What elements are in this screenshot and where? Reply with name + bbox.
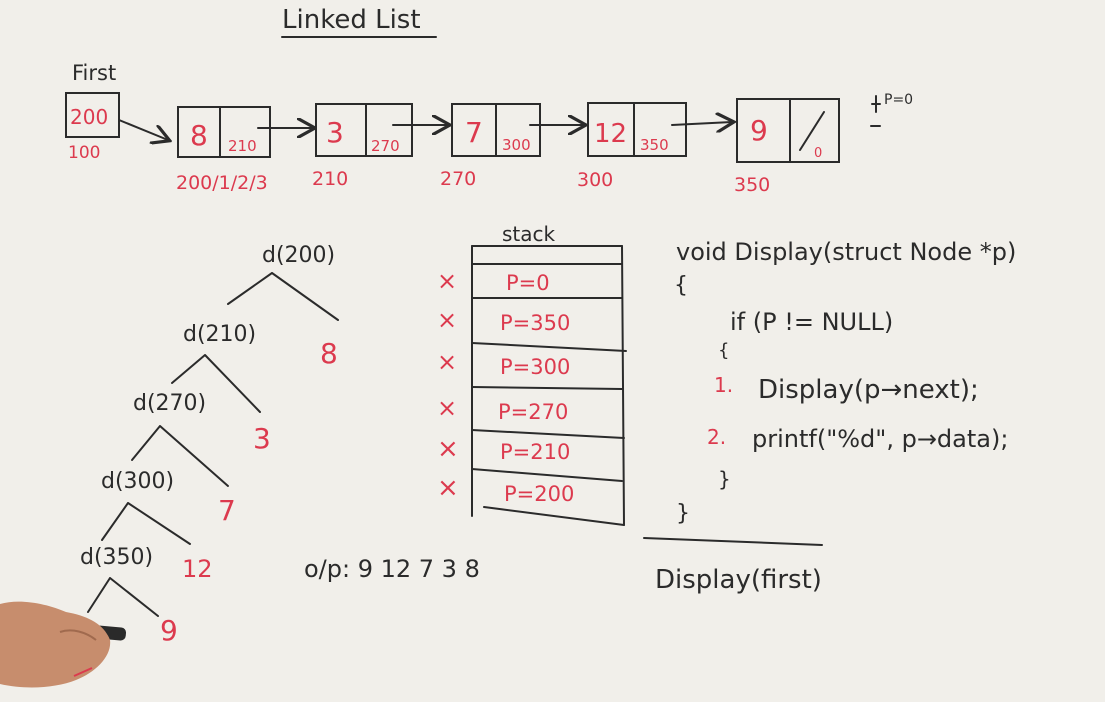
stack-right-wall xyxy=(621,245,625,526)
stack-bottom-line xyxy=(483,506,625,526)
code-step1: Display(p→next); xyxy=(758,375,979,405)
code-close-brace: } xyxy=(676,501,690,526)
first-pointer: First 200 100 xyxy=(65,61,168,163)
tree-branch xyxy=(171,354,261,413)
node-data: 9 xyxy=(750,114,768,147)
tree-branch xyxy=(131,425,229,487)
code-inner-close: } xyxy=(718,467,731,491)
node-box xyxy=(315,103,413,157)
node-next: 350 xyxy=(640,136,669,154)
tree-output: 8 xyxy=(320,337,338,370)
stack-frame: P=300 xyxy=(500,355,570,379)
tree-output: 9 xyxy=(160,614,178,647)
null-slash xyxy=(799,111,825,151)
code-block: void Display(struct Node *p) { if (P != … xyxy=(643,238,1016,595)
stack-frame: P=210 xyxy=(500,440,570,464)
tree-output: 3 xyxy=(253,422,271,455)
first-arrow xyxy=(118,119,168,140)
first-address: 100 xyxy=(68,143,100,163)
code-inner-open: { xyxy=(718,340,729,361)
node-data: 12 xyxy=(594,119,627,149)
first-label: First xyxy=(72,61,116,85)
tree-output: 12 xyxy=(182,555,213,583)
side-note: P=0 xyxy=(870,92,913,127)
node-box xyxy=(177,106,271,158)
stack-row-line xyxy=(471,468,623,482)
marker-stroke xyxy=(73,667,93,677)
title-group: Linked List xyxy=(281,5,437,38)
node-address: 210 xyxy=(312,168,348,190)
node-address: 300 xyxy=(577,169,613,191)
stack-frame: P=0 xyxy=(506,271,550,295)
code-call: Display(first) xyxy=(655,565,822,595)
code-open-brace: { xyxy=(674,273,688,298)
tree-branch xyxy=(101,502,191,545)
first-value: 200 xyxy=(70,105,108,129)
linked-list-nodes: 8 210 200/1/2/3 3 270 210 7 300 270 12 xyxy=(176,98,840,196)
side-note-arrow xyxy=(871,95,881,113)
hand-crease xyxy=(59,629,97,641)
code-signature: void Display(struct Node *p) xyxy=(676,238,1016,266)
node-data: 3 xyxy=(326,116,344,149)
tree-call: d(210) xyxy=(183,322,256,347)
side-note-text: P=0 xyxy=(884,92,913,108)
first-box xyxy=(65,92,120,138)
hand xyxy=(0,601,111,688)
stack-label: stack xyxy=(502,222,556,246)
stack-row-line xyxy=(471,342,627,352)
tree-call: d(200) xyxy=(262,243,335,268)
node-data: 8 xyxy=(190,119,208,152)
stack-frame: P=270 xyxy=(498,400,568,424)
tree-call: d(350) xyxy=(80,545,153,570)
recursion-tree: d(200) 8 d(210) 3 d(270) 7 d(300) 12 d(3… xyxy=(80,243,339,647)
code-step2-num: 2. xyxy=(707,425,726,449)
node-address: 350 xyxy=(734,174,770,196)
pop-mark: × xyxy=(437,473,459,503)
tree-call: d(300) xyxy=(101,469,174,494)
node-data: 7 xyxy=(465,116,483,149)
stack-diagram: stack P=0 P=350 P=300 P=270 P=210 P=200 … xyxy=(437,222,627,526)
tree-branch xyxy=(227,272,339,321)
hand-with-marker xyxy=(0,601,127,688)
stack-row-line xyxy=(471,429,625,439)
node-next: 300 xyxy=(502,136,531,154)
pop-mark: × xyxy=(437,394,457,422)
link-arrow xyxy=(671,122,732,125)
page-title: Linked List xyxy=(282,5,421,35)
tree-call: d(270) xyxy=(133,391,206,416)
pop-mark: × xyxy=(437,434,459,464)
stack-frame: P=200 xyxy=(504,482,574,506)
output-line: o/p: 9 12 7 3 8 xyxy=(304,555,480,583)
node-next: 0 xyxy=(814,146,822,161)
code-step1-num: 1. xyxy=(714,373,733,397)
node-address: 200/1/2/3 xyxy=(176,172,268,194)
tree-branch xyxy=(87,577,159,617)
node: 12 350 300 xyxy=(577,102,687,191)
stack-frame: P=350 xyxy=(500,311,570,335)
node: 8 210 200/1/2/3 xyxy=(176,106,271,194)
stack-row-line xyxy=(471,386,623,390)
node: 9 0 350 xyxy=(734,98,840,196)
pop-mark: × xyxy=(437,306,457,334)
node-next: 270 xyxy=(371,137,400,155)
node: 7 300 270 xyxy=(440,103,541,190)
node-box xyxy=(587,102,687,157)
pop-mark: × xyxy=(437,267,457,295)
pop-mark: × xyxy=(437,348,457,376)
code-step2: printf("%d", p→data); xyxy=(752,425,1008,453)
node-address: 270 xyxy=(440,168,476,190)
code-condition: if (P != NULL) xyxy=(730,308,893,336)
node-next: 210 xyxy=(228,137,257,155)
node-box xyxy=(736,98,840,163)
tree-output: 7 xyxy=(218,494,236,527)
node: 3 270 210 xyxy=(312,103,413,190)
code-divider xyxy=(643,537,823,546)
